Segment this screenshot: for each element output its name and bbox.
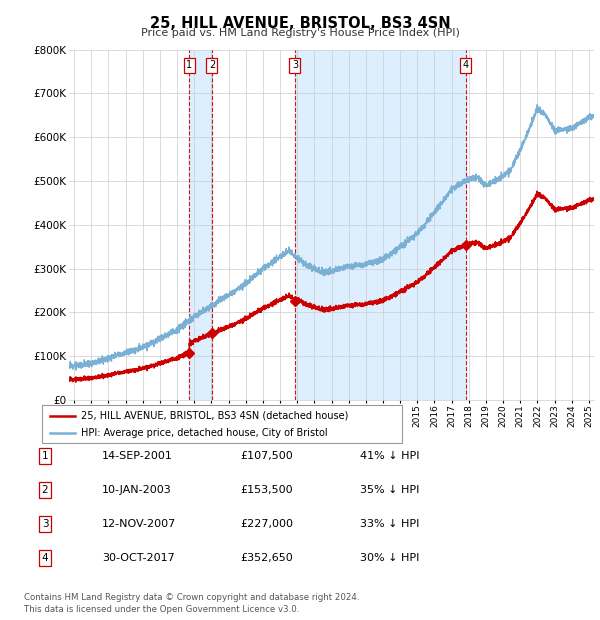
Text: 25, HILL AVENUE, BRISTOL, BS3 4SN: 25, HILL AVENUE, BRISTOL, BS3 4SN	[149, 16, 451, 30]
Text: 25, HILL AVENUE, BRISTOL, BS3 4SN (detached house): 25, HILL AVENUE, BRISTOL, BS3 4SN (detac…	[81, 410, 349, 420]
Text: £227,000: £227,000	[240, 519, 293, 529]
Text: 41% ↓ HPI: 41% ↓ HPI	[360, 451, 419, 461]
Text: 3: 3	[41, 519, 49, 529]
Text: 3: 3	[292, 60, 298, 70]
Text: Price paid vs. HM Land Registry's House Price Index (HPI): Price paid vs. HM Land Registry's House …	[140, 28, 460, 38]
Bar	[295, 50, 466, 400]
Text: HPI: Average price, detached house, City of Bristol: HPI: Average price, detached house, City…	[81, 428, 328, 438]
Text: 12-NOV-2007: 12-NOV-2007	[102, 519, 176, 529]
Text: 30% ↓ HPI: 30% ↓ HPI	[360, 553, 419, 563]
Text: 2: 2	[41, 485, 49, 495]
Text: 2: 2	[209, 60, 215, 70]
Text: 1: 1	[41, 451, 49, 461]
Text: £352,650: £352,650	[240, 553, 293, 563]
Text: 10-JAN-2003: 10-JAN-2003	[102, 485, 172, 495]
Text: £153,500: £153,500	[240, 485, 293, 495]
Text: 4: 4	[463, 60, 469, 70]
Text: 35% ↓ HPI: 35% ↓ HPI	[360, 485, 419, 495]
Text: 14-SEP-2001: 14-SEP-2001	[102, 451, 173, 461]
Bar	[189, 50, 212, 400]
Text: 33% ↓ HPI: 33% ↓ HPI	[360, 519, 419, 529]
Text: 30-OCT-2017: 30-OCT-2017	[102, 553, 175, 563]
Text: Contains HM Land Registry data © Crown copyright and database right 2024.
This d: Contains HM Land Registry data © Crown c…	[24, 593, 359, 614]
Text: £107,500: £107,500	[240, 451, 293, 461]
Text: 1: 1	[186, 60, 193, 70]
Text: 4: 4	[41, 553, 49, 563]
